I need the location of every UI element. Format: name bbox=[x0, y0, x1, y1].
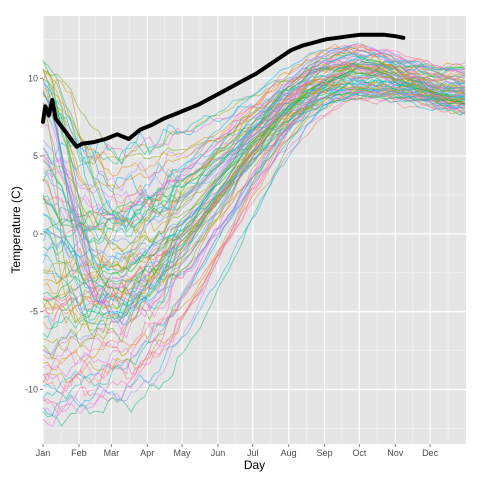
background-series-line bbox=[42, 89, 466, 339]
y-tick-label: 5 bbox=[33, 151, 38, 161]
background-series-line bbox=[42, 90, 465, 302]
x-tick-label: Jan bbox=[36, 448, 51, 458]
x-tick-label: Jun bbox=[211, 448, 226, 458]
x-tick-label: Feb bbox=[71, 448, 87, 458]
y-axis-title: Temperature (C) bbox=[9, 186, 23, 273]
x-ticks: Jan Feb Mar Apr May Jun Jul Aug Sep Oct Nov Dec bbox=[36, 444, 439, 458]
background-series-line bbox=[42, 62, 465, 315]
y-tick-label: 10 bbox=[28, 73, 38, 83]
background-series-line bbox=[42, 59, 465, 300]
background-series-line bbox=[42, 63, 466, 339]
background-series-line bbox=[42, 46, 465, 393]
background-series bbox=[42, 42, 466, 428]
background-series-line bbox=[42, 85, 466, 274]
y-tick-label: 0 bbox=[33, 229, 38, 239]
background-series-line bbox=[42, 61, 466, 417]
x-tick-label: Mar bbox=[104, 448, 120, 458]
background-series-line bbox=[42, 70, 466, 298]
background-series-line bbox=[42, 93, 465, 365]
background-series-line bbox=[42, 49, 465, 355]
x-tick-label: Apr bbox=[140, 448, 154, 458]
background-series-line bbox=[42, 74, 465, 416]
background-series-line bbox=[42, 62, 465, 428]
background-series-line bbox=[42, 81, 466, 329]
y-tick-label: -10 bbox=[25, 385, 38, 395]
x-tick-label: Aug bbox=[281, 448, 297, 458]
background-series-line bbox=[42, 44, 465, 315]
x-tick-label: Dec bbox=[422, 448, 439, 458]
y-tick-label: -5 bbox=[30, 307, 38, 317]
background-series-line bbox=[42, 48, 465, 240]
highlight-series bbox=[41, 32, 406, 149]
x-tick-label: Nov bbox=[387, 448, 404, 458]
background-series-line bbox=[42, 88, 466, 263]
x-axis-title: Day bbox=[244, 458, 265, 472]
background-series-line bbox=[42, 56, 466, 296]
x-tick-label: May bbox=[174, 448, 192, 458]
y-ticks: -10 -5 0 5 10 bbox=[25, 73, 43, 395]
x-tick-label: Oct bbox=[352, 448, 367, 458]
background-series-line bbox=[42, 77, 465, 231]
background-series-line bbox=[42, 58, 465, 413]
background-series-line bbox=[42, 90, 465, 204]
highlight-series-line bbox=[41, 32, 406, 149]
x-tick-label: Sep bbox=[317, 448, 333, 458]
x-tick-label: Jul bbox=[247, 448, 259, 458]
background-series-line bbox=[42, 45, 466, 233]
background-series-line bbox=[42, 83, 466, 177]
background-series-line bbox=[42, 81, 465, 222]
